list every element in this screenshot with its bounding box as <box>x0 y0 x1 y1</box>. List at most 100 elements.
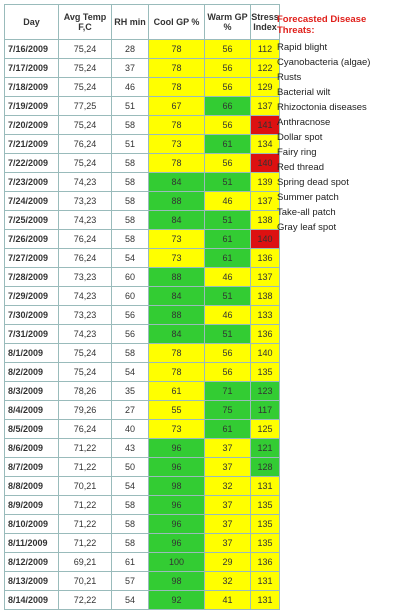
table-row: 8/1/2009 75,24 58 78 56 140 <box>4 343 280 363</box>
data-cell: 75 <box>204 400 251 420</box>
table-row: 7/22/2009 75,24 58 78 56 140 <box>4 153 280 173</box>
day-cell: 7/16/2009 <box>4 39 59 59</box>
day-cell: 7/19/2009 <box>4 96 59 116</box>
table-row: 8/14/2009 72,22 54 92 41 131 <box>4 590 280 610</box>
data-cell: 74,23 <box>58 324 112 344</box>
threat-item: Gray leaf spot <box>277 222 337 233</box>
data-cell: 84 <box>148 324 205 344</box>
data-cell: 69,21 <box>58 552 112 572</box>
data-cell: 73 <box>148 419 205 439</box>
data-cell: 51 <box>204 172 251 192</box>
data-cell: 58 <box>111 514 149 534</box>
data-cell: 78 <box>148 58 205 78</box>
data-cell: 67 <box>148 96 205 116</box>
data-cell: 125 <box>250 419 280 439</box>
day-cell: 7/29/2009 <box>4 286 59 306</box>
data-cell: 78 <box>148 362 205 382</box>
data-cell: 98 <box>148 571 205 591</box>
data-cell: 84 <box>148 172 205 192</box>
column-header: Day <box>4 4 59 40</box>
data-cell: 71,22 <box>58 514 112 534</box>
data-cell: 121 <box>250 438 280 458</box>
day-cell: 8/4/2009 <box>4 400 59 420</box>
data-cell: 88 <box>148 267 205 287</box>
day-cell: 7/17/2009 <box>4 58 59 78</box>
table-row: 7/28/2009 73,23 60 88 46 137 <box>4 267 280 287</box>
data-cell: 58 <box>111 495 149 515</box>
day-cell: 8/3/2009 <box>4 381 59 401</box>
data-cell: 76,24 <box>58 134 112 154</box>
data-cell: 75,24 <box>58 362 112 382</box>
data-cell: 140 <box>250 153 280 173</box>
data-cell: 58 <box>111 172 149 192</box>
day-cell: 8/1/2009 <box>4 343 59 363</box>
data-cell: 54 <box>111 362 149 382</box>
data-cell: 96 <box>148 495 205 515</box>
day-cell: 7/30/2009 <box>4 305 59 325</box>
table-row: 7/31/2009 74,23 56 84 51 136 <box>4 324 280 344</box>
data-cell: 61 <box>148 381 205 401</box>
data-table: Day Avg Temp F,C RH min Cool GP % Warm GP % S… <box>4 4 280 610</box>
data-cell: 75,24 <box>58 343 112 363</box>
day-cell: 7/21/2009 <box>4 134 59 154</box>
day-cell: 7/23/2009 <box>4 172 59 192</box>
table-row: 8/8/2009 70,21 54 98 32 131 <box>4 476 280 496</box>
data-cell: 138 <box>250 286 280 306</box>
data-cell: 54 <box>111 590 149 610</box>
data-cell: 58 <box>111 153 149 173</box>
data-cell: 88 <box>148 191 205 211</box>
data-cell: 72,22 <box>58 590 112 610</box>
data-cell: 73 <box>148 248 205 268</box>
data-cell: 54 <box>111 476 149 496</box>
table-row: 8/3/2009 78,26 35 61 71 123 <box>4 381 280 401</box>
data-cell: 37 <box>204 495 251 515</box>
data-cell: 137 <box>250 191 280 211</box>
data-cell: 136 <box>250 552 280 572</box>
data-cell: 60 <box>111 267 149 287</box>
data-cell: 28 <box>111 39 149 59</box>
data-cell: 61 <box>111 552 149 572</box>
threat-item: Fairy ring <box>277 147 317 158</box>
data-cell: 78 <box>148 153 205 173</box>
threat-item: Dollar spot <box>277 132 323 143</box>
day-cell: 8/8/2009 <box>4 476 59 496</box>
data-cell: 46 <box>204 305 251 325</box>
threat-item: Summer patch <box>277 192 339 203</box>
column-header: Cool GP % <box>148 4 205 40</box>
threats-title: Forecasted Disease Threats: <box>277 14 367 36</box>
data-cell: 58 <box>111 533 149 553</box>
data-cell: 29 <box>204 552 251 572</box>
column-header: Stress Index <box>250 4 280 40</box>
data-cell: 58 <box>111 191 149 211</box>
column-header: Avg Temp F,C <box>58 4 112 40</box>
data-cell: 56 <box>204 343 251 363</box>
threat-item: Bacterial wilt <box>277 87 331 98</box>
data-cell: 61 <box>204 134 251 154</box>
data-cell: 46 <box>204 191 251 211</box>
data-cell: 61 <box>204 419 251 439</box>
data-cell: 136 <box>250 248 280 268</box>
day-cell: 8/7/2009 <box>4 457 59 477</box>
data-cell: 141 <box>250 115 280 135</box>
data-cell: 71 <box>204 381 251 401</box>
table-row: 8/11/2009 71,22 58 96 37 135 <box>4 533 280 553</box>
data-cell: 79,26 <box>58 400 112 420</box>
data-cell: 54 <box>111 248 149 268</box>
day-cell: 8/11/2009 <box>4 533 59 553</box>
threat-item: Rhizoctonia diseases <box>277 102 367 113</box>
day-cell: 7/28/2009 <box>4 267 59 287</box>
day-cell: 7/25/2009 <box>4 210 59 230</box>
data-cell: 32 <box>204 571 251 591</box>
data-cell: 84 <box>148 286 205 306</box>
data-cell: 134 <box>250 134 280 154</box>
data-cell: 96 <box>148 533 205 553</box>
threat-item: Spring dead spot <box>277 177 349 188</box>
data-cell: 135 <box>250 362 280 382</box>
table-row: 8/5/2009 76,24 40 73 61 125 <box>4 419 280 439</box>
data-cell: 70,21 <box>58 571 112 591</box>
data-cell: 58 <box>111 229 149 249</box>
data-cell: 133 <box>250 305 280 325</box>
day-cell: 8/14/2009 <box>4 590 59 610</box>
threat-item: Cyanobacteria (algae) <box>277 57 371 68</box>
table-row: 8/12/2009 69,21 61 100 29 136 <box>4 552 280 572</box>
